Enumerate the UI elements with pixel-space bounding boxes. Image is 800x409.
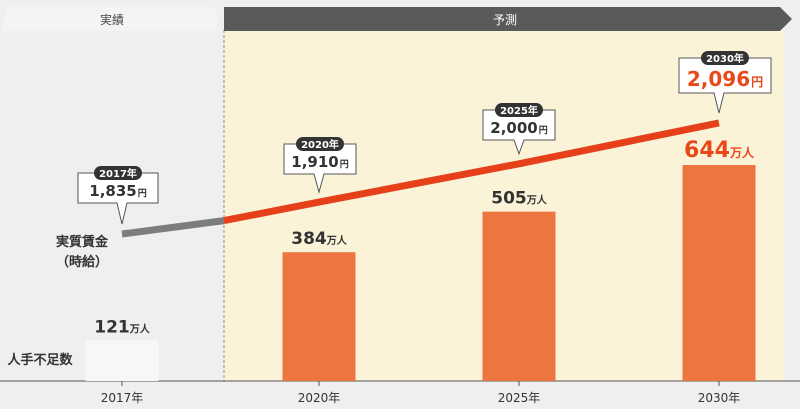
callout-year: 2017年	[99, 167, 137, 180]
callout-box	[283, 143, 357, 194]
callout-value: 1,835円	[89, 182, 146, 200]
x-tick-label: 2025年	[498, 391, 541, 405]
callout-year-tag	[296, 137, 344, 151]
wage-callout: 2017年 1,835円	[77, 166, 159, 225]
callout-year: 2025年	[500, 104, 538, 117]
wage-line-forecast	[223, 119, 720, 225]
callout-value: 1,910円	[291, 153, 348, 171]
callout-year-tag	[94, 166, 142, 180]
bar-value-label: 505万人	[491, 189, 548, 209]
bar-2030年	[682, 165, 756, 381]
callout-box	[77, 172, 159, 225]
shortage-series-label: 人手不足数	[7, 352, 73, 368]
x-tick-label: 2020年	[298, 391, 341, 405]
x-tick-label: 2017年	[101, 391, 144, 405]
wage-callout: 2030年 2,096円	[678, 51, 772, 114]
bar-2020年	[282, 252, 356, 381]
callout-value: 2,096円	[687, 67, 763, 91]
callout-year: 2030年	[706, 52, 744, 65]
wage-line-actual	[121, 217, 225, 238]
actual-period-header	[0, 7, 220, 31]
actual-period-label: 実績	[100, 12, 124, 27]
forecast-period-label: 予測	[493, 13, 517, 27]
callout-year-tag	[495, 103, 543, 117]
bar-value-label: 384万人	[291, 229, 348, 249]
bar-2025年	[482, 211, 556, 381]
callout-box	[678, 57, 772, 114]
callout-box	[482, 109, 556, 156]
wage-callout: 2020年 1,910円	[283, 137, 357, 194]
callout-year: 2020年	[301, 138, 339, 151]
callout-value: 2,000円	[490, 119, 547, 137]
bar-value-label: 644万人	[684, 138, 755, 163]
bar-2017年	[85, 340, 159, 381]
forecast-period-header	[224, 7, 792, 31]
callout-year-tag	[701, 51, 749, 65]
wage-series-label: 実質賃金	[56, 234, 109, 250]
wage-callout: 2025年 2,000円	[482, 103, 556, 156]
x-tick-label: 2030年	[698, 391, 741, 405]
wage-series-sublabel: （時給）	[56, 254, 108, 270]
bar-value-label: 121万人	[94, 317, 150, 337]
